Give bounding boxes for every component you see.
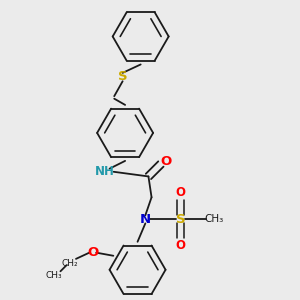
Text: S: S [118, 70, 128, 83]
Text: O: O [88, 246, 99, 259]
Text: CH₃: CH₃ [46, 272, 62, 280]
Text: O: O [161, 155, 172, 168]
Text: S: S [176, 213, 185, 226]
Text: CH₃: CH₃ [205, 214, 224, 224]
Text: O: O [176, 186, 185, 200]
Text: CH₂: CH₂ [61, 259, 78, 268]
Text: O: O [176, 239, 185, 252]
Text: N: N [140, 213, 151, 226]
Text: NH: NH [95, 165, 115, 178]
